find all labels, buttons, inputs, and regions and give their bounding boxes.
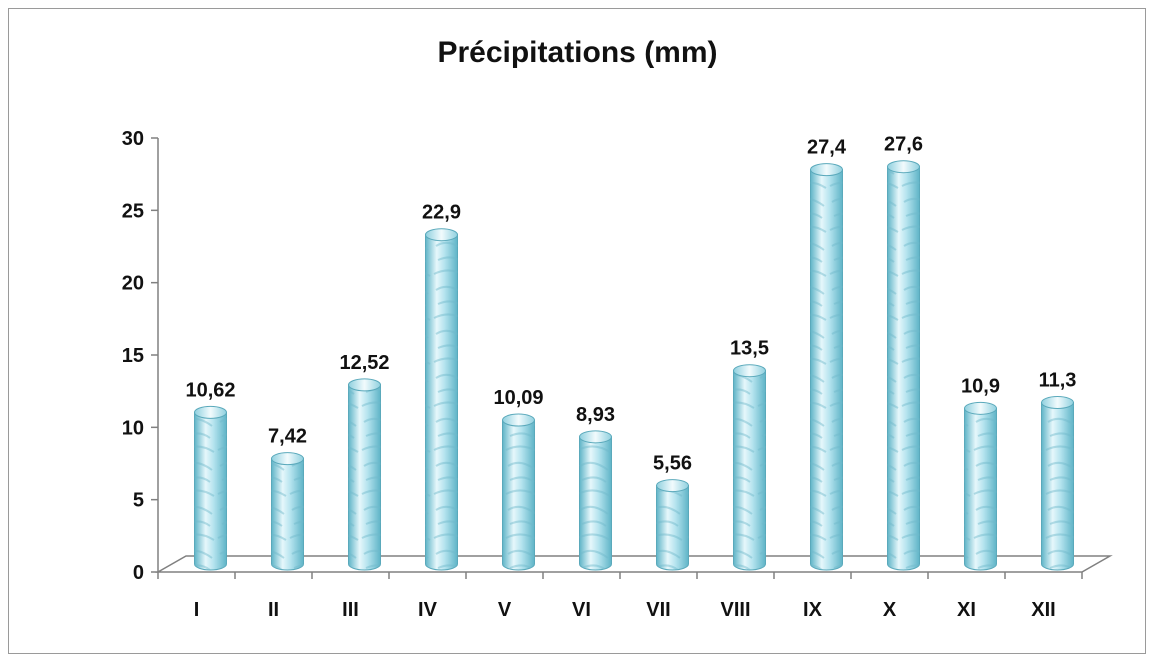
y-tick-label: 10	[122, 417, 144, 439]
x-tick-label: I	[194, 599, 200, 621]
bar	[502, 413, 535, 571]
bar	[1041, 396, 1074, 571]
chart-title: Précipitations (mm)	[437, 36, 718, 69]
x-tick-label: III	[342, 599, 359, 621]
bar-cap	[348, 378, 381, 392]
bar-cap	[502, 413, 535, 427]
bar-texture	[579, 436, 612, 570]
bar-texture	[887, 166, 920, 570]
bar-cap	[425, 228, 458, 242]
data-label: 22,9	[422, 202, 461, 224]
bar-cap	[887, 160, 920, 174]
x-tick-label: IX	[803, 599, 823, 621]
data-label: 5,56	[653, 453, 692, 475]
bar-cap	[271, 452, 304, 466]
data-label: 13,5	[730, 338, 769, 360]
bar-texture	[425, 234, 458, 571]
bar-texture	[194, 412, 227, 570]
data-label: 8,93	[576, 404, 615, 426]
x-tick-label: VII	[646, 599, 670, 621]
y-tick-label: 20	[122, 273, 144, 295]
bar-texture	[733, 370, 766, 570]
bar-texture	[656, 485, 689, 570]
bar-cap	[733, 364, 766, 378]
bar-texture	[810, 169, 843, 570]
bar	[425, 228, 458, 571]
bar-texture	[964, 408, 997, 570]
x-tick-label: VI	[572, 599, 591, 621]
bar	[579, 430, 612, 571]
bar-texture	[348, 384, 381, 570]
data-label: 27,4	[807, 137, 847, 159]
labels: 10,62 I 7,42 II 12,52 III 22,9 IV 10,09 V 8,93 VI 5,…	[185, 134, 1076, 621]
bar	[271, 452, 304, 571]
bar-cap	[579, 430, 612, 444]
bar	[964, 401, 997, 571]
bar-texture	[1041, 402, 1074, 570]
y-tick-label: 25	[122, 200, 144, 222]
x-tick-label: V	[498, 599, 512, 621]
data-label: 10,09	[493, 387, 543, 409]
bar	[733, 364, 766, 571]
bar-cap	[194, 405, 227, 419]
bar	[194, 405, 227, 571]
data-label: 10,9	[961, 375, 1000, 397]
y-tick-label: 5	[133, 490, 144, 512]
bars	[194, 160, 1074, 571]
bar	[348, 378, 381, 571]
bar-texture	[502, 420, 535, 570]
data-label: 27,6	[884, 134, 923, 156]
bar-texture	[271, 458, 304, 570]
bar-cap	[810, 163, 843, 177]
axes: 0 5 10 15 20 25 30	[122, 128, 1113, 584]
bar	[887, 160, 920, 571]
y-tick-label: 0	[133, 562, 144, 584]
x-tick-label: XII	[1031, 599, 1055, 621]
bar	[810, 163, 843, 571]
data-label: 7,42	[268, 426, 307, 448]
y-tick-label: 15	[122, 345, 144, 367]
x-tick-label: X	[883, 599, 897, 621]
y-tick-label: 30	[122, 128, 144, 150]
data-label: 11,3	[1039, 370, 1077, 392]
data-label: 12,52	[339, 352, 389, 374]
x-tick-label: XI	[957, 599, 976, 621]
x-tick-label: IV	[418, 599, 438, 621]
bar-cap	[964, 401, 997, 415]
x-tick-label: VIII	[720, 599, 750, 621]
bar	[656, 479, 689, 571]
bar-cap	[1041, 396, 1074, 410]
bar-cap	[656, 479, 689, 493]
data-label: 10,62	[185, 379, 235, 401]
x-tick-label: II	[268, 599, 279, 621]
